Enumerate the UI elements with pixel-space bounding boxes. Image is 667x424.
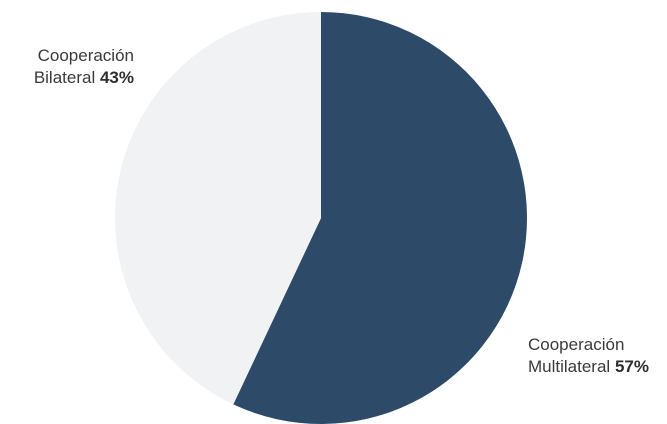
slice-label-bilateral-name: Bilateral — [33, 68, 96, 87]
slice-value-multilateral: 57% — [614, 357, 649, 376]
slice-label-multilateral-line2: Multilateral 57% — [528, 356, 664, 378]
slice-value-bilateral: 43% — [99, 68, 134, 87]
slice-bilateral — [115, 12, 322, 405]
slice-label-bilateral-line2: Bilateral 43% — [8, 67, 134, 89]
slice-multilateral — [233, 12, 527, 424]
slice-label-multilateral-line1: Cooperación — [528, 335, 625, 354]
slice-label-multilateral-name: Multilateral — [528, 357, 611, 376]
slice-label-bilateral: Cooperación Bilateral 43% — [8, 45, 134, 89]
slice-label-bilateral-line1: Cooperación — [37, 46, 134, 65]
slice-label-multilateral: Cooperación Multilateral 57% — [528, 334, 664, 378]
